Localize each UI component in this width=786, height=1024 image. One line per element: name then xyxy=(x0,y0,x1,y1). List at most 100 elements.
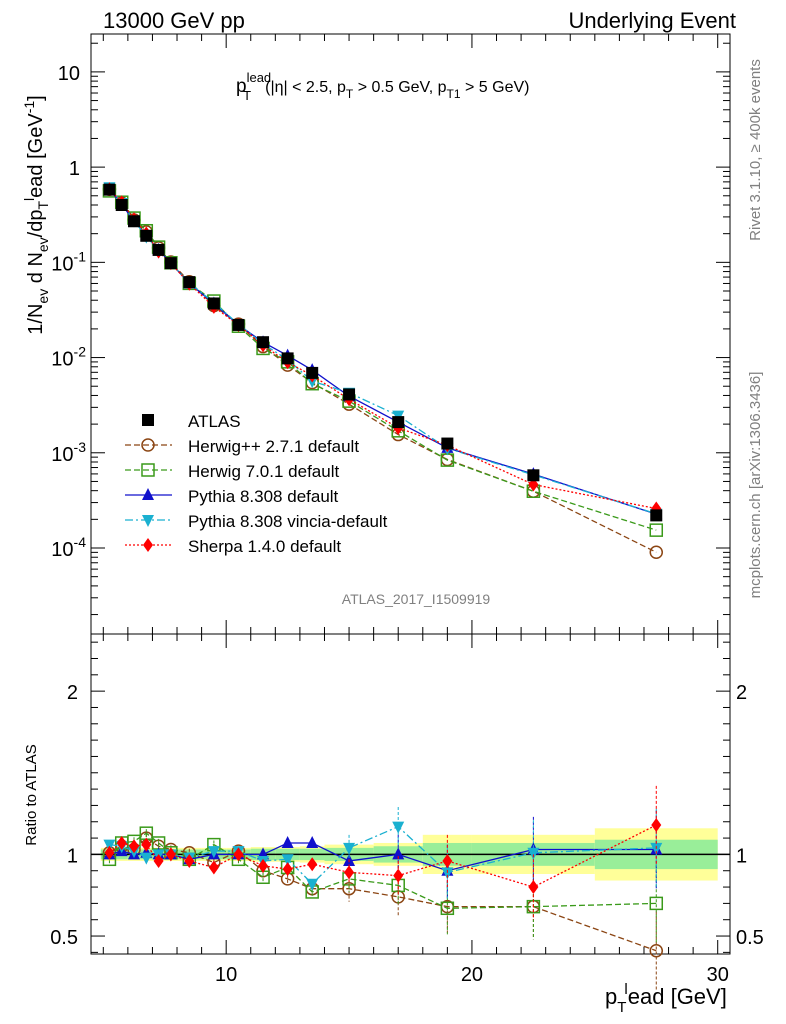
legend-label-atlas: ATLAS xyxy=(188,412,241,431)
ratio-marker xyxy=(528,880,539,895)
x-axis-label: pTlead [GeV] xyxy=(605,981,727,1016)
legend: ATLAS Herwig++ 2.7.1 default Herwig 7.0.1 … xyxy=(125,412,388,556)
ratio-y-axis-label: Ratio to ATLAS xyxy=(23,744,40,845)
main-y-tick-label: 10-4 xyxy=(51,534,86,561)
ratio-marker xyxy=(306,878,319,891)
main-y-tick-label: 1 xyxy=(69,158,80,180)
main-line-herwig-7-0-1-default xyxy=(108,190,657,531)
ratio-marker xyxy=(440,901,455,916)
ratio-y-ticks: 2 2 1 1 0.5 0.5 xyxy=(50,641,764,953)
ratio-marker xyxy=(140,852,153,865)
ratio-marker xyxy=(307,857,318,872)
header-right: Underlying Event xyxy=(568,8,736,33)
main-marker xyxy=(649,545,664,560)
ratio-frame xyxy=(90,633,731,955)
ratio-y-tick-label-right: 1 xyxy=(736,845,747,867)
ratio-marker xyxy=(343,842,356,855)
data-point-atlas xyxy=(183,276,196,289)
ratio-x-ticks: 10 20 30 xyxy=(102,634,729,986)
ratio-marker xyxy=(651,818,662,833)
ratio-marker xyxy=(441,867,454,880)
legend-label: Pythia 8.308 default xyxy=(188,487,339,506)
ratio-marker xyxy=(184,853,195,868)
legend-marker xyxy=(143,538,153,552)
data-point-atlas xyxy=(152,243,165,256)
main-line-sherpa-1-4-0-default xyxy=(108,188,657,510)
main-y-ticks: 10 1 10-1 10-2 10-3 10-4 xyxy=(51,42,730,616)
ratio-y-tick-label-right: 0.5 xyxy=(736,927,764,949)
ratio-marker xyxy=(527,847,540,860)
ratio-marker xyxy=(392,821,405,834)
legend-marker xyxy=(141,438,155,452)
main-y-tick-label: 10 xyxy=(58,63,80,85)
ratio-marker xyxy=(141,837,152,852)
ratio-marker xyxy=(153,853,164,868)
main-frame xyxy=(90,33,731,635)
main-panel: 10 1 10-1 10-2 10-3 10-4 xyxy=(51,33,731,635)
main-x-ticks xyxy=(102,34,719,634)
data-point-atlas xyxy=(140,229,153,242)
data-point-atlas xyxy=(128,215,141,228)
rivet-label: Rivet 3.1.10, ≥ 400k events xyxy=(747,59,764,241)
data-point-atlas xyxy=(650,509,663,522)
header-left: 13000 GeV pp xyxy=(103,8,245,33)
ratio-panel: 2 2 1 1 0.5 0.5 10 20 30 xyxy=(50,633,764,990)
ratio-marker xyxy=(207,846,220,859)
data-point-atlas xyxy=(392,416,405,429)
ratio-marker xyxy=(649,896,664,911)
legend-label: Sherpa 1.4.0 default xyxy=(188,537,341,556)
main-y-tick-label: 10-1 xyxy=(51,248,86,275)
ratio-marker xyxy=(442,853,453,868)
ratio-y-tick-label-left: 0.5 xyxy=(50,927,78,949)
data-point-atlas xyxy=(103,183,116,196)
legend-label: Herwig 7.0.1 default xyxy=(188,462,339,481)
analysis-id: ATLAS_2017_I1509919 xyxy=(342,591,491,607)
data-point-atlas xyxy=(232,318,245,331)
legend-marker-atlas xyxy=(142,414,154,426)
main-y-tick-label: 10-2 xyxy=(51,344,86,371)
data-point-atlas xyxy=(343,388,356,401)
ratio-marker xyxy=(233,847,244,862)
ratio-marker xyxy=(103,839,116,852)
ratio-marker xyxy=(344,865,355,880)
data-point-atlas xyxy=(306,366,319,379)
data-point-atlas xyxy=(441,437,454,450)
ratio-marker xyxy=(649,943,664,958)
legend-label: Herwig++ 2.7.1 default xyxy=(188,437,359,456)
data-point-atlas xyxy=(281,352,294,365)
data-point-atlas xyxy=(207,297,220,310)
mcplots-label: mcplots.cern.ch [arXiv:1306.3436] xyxy=(747,372,764,599)
main-series xyxy=(102,182,664,560)
data-point-atlas xyxy=(115,199,128,212)
ratio-marker xyxy=(306,835,319,848)
ratio-marker xyxy=(281,835,294,848)
ratio-marker xyxy=(282,862,293,877)
ratio-marker xyxy=(104,845,115,860)
data-point-atlas xyxy=(257,336,270,349)
ratio-series xyxy=(102,785,664,990)
ratio-marker xyxy=(258,858,269,873)
data-point-atlas xyxy=(527,469,540,482)
plot-title: plead T (|η| < 2.5, pT > 0.5 GeV, pT1 > 5 … xyxy=(236,70,529,103)
ratio-marker xyxy=(165,847,176,862)
main-y-tick-label: 10-3 xyxy=(51,439,86,466)
ratio-marker xyxy=(116,835,127,850)
x-tick-label: 10 xyxy=(215,964,237,986)
legend-marker xyxy=(142,515,154,527)
ratio-marker xyxy=(208,860,219,875)
main-marker xyxy=(649,523,664,537)
ratio-marker xyxy=(393,868,404,883)
ratio-y-tick-label-right: 2 xyxy=(736,682,747,704)
data-point-atlas xyxy=(164,257,177,270)
ratio-y-tick-label-left: 2 xyxy=(67,682,78,704)
x-tick-label: 20 xyxy=(461,964,483,986)
ratio-y-tick-label-left: 1 xyxy=(67,845,78,867)
ratio-marker xyxy=(650,842,663,855)
ratio-marker xyxy=(129,839,140,854)
legend-marker xyxy=(141,463,155,477)
main-y-axis-label: 1/Nev d Nev/dpTlead [GeV-1] xyxy=(21,95,51,334)
legend-marker xyxy=(142,488,154,500)
ratio-marker xyxy=(392,847,405,860)
legend-label: Pythia 8.308 vincia-default xyxy=(188,512,388,531)
